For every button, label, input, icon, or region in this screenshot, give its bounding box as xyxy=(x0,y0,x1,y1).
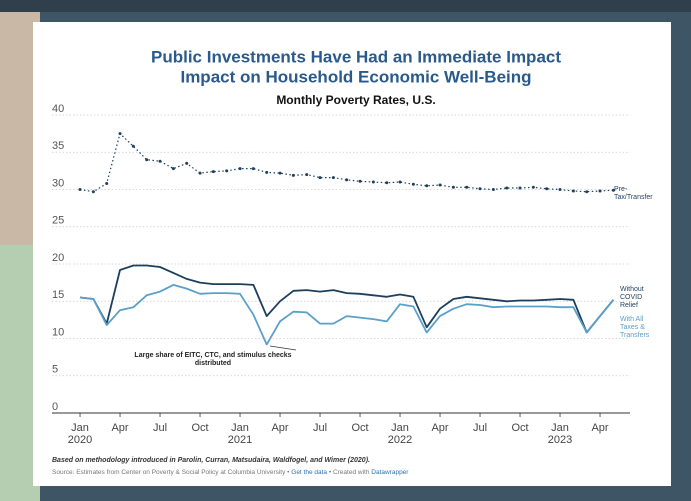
point xyxy=(411,182,415,186)
point xyxy=(585,190,589,194)
point xyxy=(331,176,335,180)
x-tick-label: Jan 2020 xyxy=(67,422,93,446)
y-tick-label: 25 xyxy=(52,215,64,227)
x-tick-label: Jul xyxy=(473,422,488,434)
x-tick-label: Oct xyxy=(191,422,209,434)
x-tick-label: Oct xyxy=(351,422,369,434)
point xyxy=(91,190,95,194)
point xyxy=(558,188,562,191)
point xyxy=(171,167,175,171)
point xyxy=(358,179,362,183)
source-link[interactable]: Datawrapper xyxy=(371,469,409,476)
y-tick-label: 5 xyxy=(52,364,58,376)
y-tick-label: 20 xyxy=(52,252,64,264)
chart-title: Impact on Household Economic Well-Being xyxy=(180,67,531,86)
point xyxy=(478,187,482,191)
point xyxy=(305,173,309,177)
x-tick-label: Jul xyxy=(313,422,328,434)
source-text: • Created with xyxy=(329,469,370,476)
legend-label: Pre-Tax/Transfer xyxy=(614,186,653,201)
legend-label: With All Taxes & Transfers xyxy=(620,316,650,339)
point xyxy=(131,144,135,148)
annotation-arrow xyxy=(269,345,297,351)
series-line xyxy=(79,133,614,193)
point xyxy=(385,181,389,185)
y-tick-label: 15 xyxy=(52,289,64,301)
point xyxy=(105,182,109,186)
y-tick-label: 40 xyxy=(52,103,64,115)
point xyxy=(598,189,602,193)
annotation: Large share of EITC, CTC, and stimulus c… xyxy=(134,352,292,367)
point xyxy=(211,170,215,174)
point xyxy=(398,180,402,184)
point xyxy=(251,167,255,171)
point xyxy=(571,189,575,193)
point xyxy=(291,173,295,177)
point xyxy=(371,180,375,184)
point xyxy=(318,176,322,180)
point xyxy=(185,161,189,165)
source-link[interactable]: Get the data xyxy=(291,469,327,476)
y-tick-label: 0 xyxy=(52,401,58,413)
note: Based on methodology introduced in Parol… xyxy=(52,457,370,464)
point xyxy=(238,167,242,171)
point xyxy=(78,188,82,191)
point xyxy=(491,188,495,191)
x-tick-label: Jan 2021 xyxy=(227,422,253,446)
point xyxy=(118,132,122,136)
y-tick-label: 35 xyxy=(52,140,64,152)
series-line xyxy=(79,264,615,334)
x-tick-label: Apr xyxy=(591,422,609,434)
point xyxy=(225,169,229,173)
point xyxy=(531,185,535,189)
point xyxy=(505,186,509,190)
x-tick-label: Apr xyxy=(271,422,289,434)
y-tick-label: 30 xyxy=(52,177,64,189)
point xyxy=(345,178,349,182)
x-tick-label: Apr xyxy=(431,422,449,434)
point xyxy=(611,188,615,192)
y-tick-label: 10 xyxy=(52,326,64,338)
point xyxy=(438,183,442,187)
point xyxy=(518,186,522,190)
photo-top xyxy=(0,0,691,12)
point xyxy=(425,184,429,188)
x-tick-label: Apr xyxy=(111,422,129,434)
series-line xyxy=(79,283,615,346)
chart-title: Public Investments Have Had an Immediate… xyxy=(151,47,561,66)
x-tick-label: Jul xyxy=(153,422,168,434)
point xyxy=(465,185,469,189)
chart-subtitle: Monthly Poverty Rates, U.S. xyxy=(276,93,435,107)
source: Source: Estimates from Center on Poverty… xyxy=(52,469,409,476)
point xyxy=(198,171,202,175)
point xyxy=(278,171,282,175)
point xyxy=(265,170,269,174)
point xyxy=(451,185,455,189)
x-tick-label: Jan 2023 xyxy=(547,422,573,446)
point xyxy=(545,187,549,191)
x-tick-label: Jan 2022 xyxy=(387,422,413,446)
source-text: Source: Estimates from Center on Poverty… xyxy=(52,469,290,476)
legend-label: Without COVID Relief xyxy=(620,286,644,309)
x-tick-label: Oct xyxy=(511,422,529,434)
card xyxy=(33,22,671,486)
point xyxy=(158,159,162,163)
point xyxy=(145,158,149,162)
